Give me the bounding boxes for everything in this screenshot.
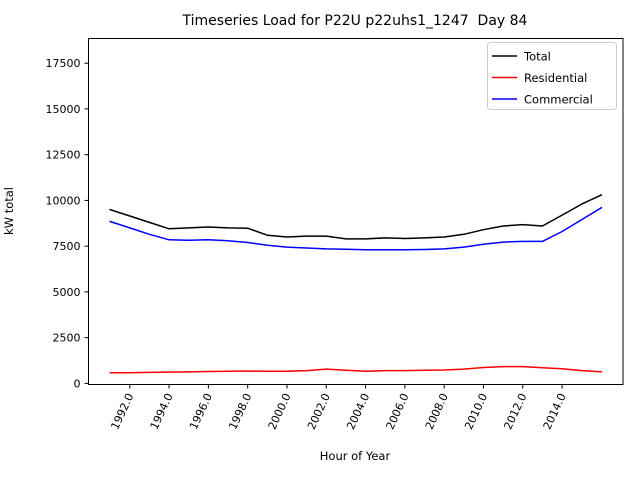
x-tick-label: 2010.0 — [462, 391, 490, 431]
series-line-commercial — [109, 206, 603, 251]
y-tick-label: 7500 — [53, 240, 81, 253]
chart-title: Timeseries Load for P22U p22uhs1_1247 Da… — [182, 13, 528, 29]
x-tick-label: 2014.0 — [541, 391, 569, 431]
series-line-total — [109, 194, 603, 240]
axis-ticks: 0 2500 5000 7500 10000 12500 15000 17500 1992.0 1… — [46, 57, 569, 431]
y-axis-label: kW total — [2, 187, 16, 235]
x-tick-label: 1992.0 — [108, 391, 136, 431]
x-tick-label: 2000.0 — [266, 391, 294, 431]
plot-border — [88, 38, 624, 385]
x-axis-label: Hour of Year — [320, 449, 391, 463]
x-tick-label: 2004.0 — [344, 391, 372, 431]
y-tick-label: 15000 — [46, 103, 81, 116]
x-tick-label: 2002.0 — [305, 391, 333, 431]
series-line-residential — [109, 365, 603, 374]
y-tick-label: 5000 — [53, 286, 81, 299]
y-tick-label: 2500 — [53, 332, 81, 345]
y-tick-label: 12500 — [46, 149, 81, 162]
y-tick-label: 0 — [74, 377, 81, 390]
x-tick-label: 2012.0 — [501, 391, 529, 431]
x-tick-label: 2006.0 — [384, 391, 412, 431]
data-series — [109, 194, 603, 374]
x-tick-label: 1996.0 — [187, 391, 215, 431]
x-tick-label: 1998.0 — [226, 391, 254, 431]
legend-label-total: Total — [523, 49, 551, 63]
legend-box — [487, 42, 617, 110]
legend: Total Residential Commercial — [487, 42, 617, 110]
x-tick-label: 2008.0 — [423, 391, 451, 431]
x-tick-label: 1994.0 — [148, 391, 176, 431]
y-tick-label: 10000 — [46, 194, 81, 207]
legend-label-commercial: Commercial — [524, 92, 593, 106]
y-tick-label: 17500 — [46, 57, 81, 70]
legend-label-residential: Residential — [524, 71, 587, 85]
